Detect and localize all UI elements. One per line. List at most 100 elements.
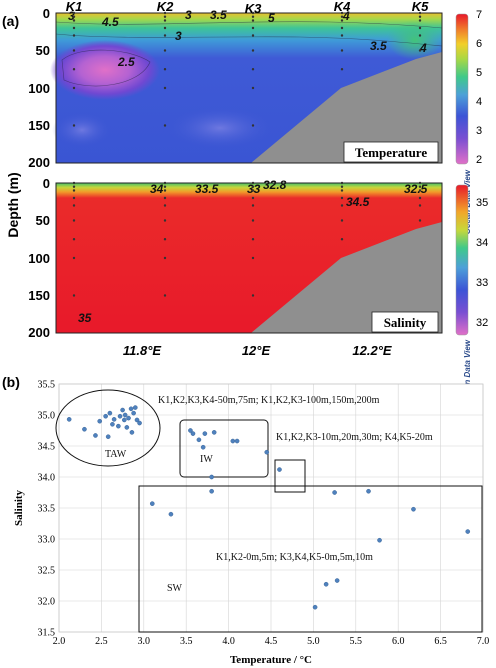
contour-label: 32.5	[404, 182, 428, 196]
y-tick-label: 50	[36, 213, 50, 228]
x-tick-label: 3.0	[138, 636, 151, 647]
station-sample-dot	[72, 86, 76, 90]
scatter-x-axis-title: Temperature / °C	[230, 654, 312, 666]
y-tick-label: 31.5	[38, 628, 56, 639]
y-tick-label: 33.5	[38, 504, 56, 515]
scatter-point	[126, 415, 131, 421]
station-sample-dot	[340, 34, 344, 37]
colorbar-tick: 32	[476, 317, 488, 329]
depth-axis-title: Depth (m)	[5, 172, 21, 237]
station-sample-dot	[163, 238, 167, 241]
station-sample-dot	[251, 256, 255, 260]
temperature-y-axis: 0 50 100 150 200	[28, 6, 50, 170]
contour-label: 34.5	[346, 195, 370, 209]
cold-core	[50, 40, 160, 100]
station-sample-dot	[251, 15, 255, 18]
station-label-k2: K2	[157, 0, 174, 14]
scatter-point	[190, 431, 196, 436]
contour-label: 33	[247, 182, 261, 196]
scatter-point	[134, 417, 140, 423]
iw-region-box	[179, 419, 269, 478]
scatter-point	[332, 490, 337, 495]
x-tick-label: 12°E	[242, 343, 271, 358]
station-sample-dot	[72, 256, 76, 260]
y-tick-label: 34.0	[38, 473, 56, 484]
scatter-point	[121, 417, 127, 423]
scatter-point	[107, 410, 113, 416]
scatter-point	[200, 444, 206, 450]
scatter-point	[128, 406, 134, 412]
station-label-k5: K5	[412, 0, 429, 14]
scatter-plot: 35.5 35.0 34.5 34.0 33.5 33.0 32.5 32.0 …	[13, 380, 489, 667]
scatter-point	[111, 417, 117, 422]
scatter-y-axis-title: Salinity	[13, 489, 25, 526]
station-sample-dot	[340, 181, 344, 185]
station-sample-dot	[163, 181, 167, 185]
y-tick-label: 35.5	[38, 380, 56, 391]
scatter-point	[196, 437, 202, 443]
station-label-k1: K1	[66, 0, 83, 14]
scatter-point	[122, 412, 128, 418]
station-sample-dot	[72, 11, 76, 15]
scatter-point	[116, 423, 121, 429]
y-tick-label: 33.0	[38, 535, 56, 546]
station-sample-dot	[251, 26, 255, 30]
x-tick-label: 11.8°E	[123, 343, 162, 358]
station-sample-dot	[72, 181, 76, 185]
station-sample-dot	[163, 189, 167, 192]
scatter-point	[277, 467, 282, 472]
scatter-point	[209, 488, 214, 494]
station-sample-dot	[340, 49, 344, 52]
y-tick-label: 32.5	[38, 566, 56, 577]
iw-sw-transition-box	[274, 459, 306, 493]
station-sample-dot	[163, 26, 167, 30]
y-tick-label: 200	[28, 155, 50, 170]
x-tick-label: 12.2°E	[352, 343, 392, 358]
contour-label: 3	[175, 29, 182, 43]
colorbar-tick: 6	[476, 38, 482, 50]
station-sample-dot	[340, 204, 344, 207]
salinity-frame	[55, 182, 443, 334]
scatter-point	[323, 581, 329, 587]
scatter-point	[93, 433, 98, 438]
scatter-point	[97, 418, 103, 424]
station-sample-dot	[163, 86, 167, 90]
station-sample-dot	[418, 34, 422, 37]
taw-label: TAW	[105, 449, 127, 460]
station-sample-dot	[163, 185, 167, 188]
station-sample-dot	[72, 204, 76, 207]
scatter-point	[168, 511, 174, 517]
scatter-point	[209, 474, 214, 480]
station-sample-dot	[340, 68, 344, 71]
station-sample-dot	[418, 181, 422, 185]
station-sample-dot	[163, 256, 167, 260]
station-sample-dot	[72, 238, 76, 241]
colorbar-tick: 5	[476, 67, 482, 79]
x-tick-label: 3.5	[180, 636, 193, 647]
station-sample-dot	[418, 196, 422, 200]
contour-label: 4	[419, 41, 427, 55]
contour-label: 3	[185, 8, 192, 22]
contour-label: 5	[268, 11, 275, 25]
salinity-title-box	[371, 311, 439, 333]
station-sample-dot	[251, 124, 255, 127]
colorbar-tick: 7	[476, 9, 482, 21]
salinity-y-axis: 0 50 100 150 200	[28, 176, 50, 340]
y-tick-label: 100	[28, 251, 50, 266]
salinity-land	[251, 222, 442, 333]
colorbar-tick: 4	[476, 96, 482, 108]
station-sample-dot	[251, 185, 255, 188]
station-sample-dot	[251, 68, 255, 71]
y-tick-label: 100	[28, 81, 50, 96]
scatter-point	[105, 434, 111, 440]
station-sample-dot	[163, 196, 167, 200]
y-tick-label: 50	[36, 43, 50, 58]
station-sample-dot	[340, 26, 344, 30]
taw-annotation: K1,K2,K3,K4-50m,75m; K1,K2,K3-100m,150m,…	[158, 395, 380, 406]
scatter-point	[124, 425, 130, 430]
temperature-land	[251, 52, 442, 163]
station-sample-dot	[340, 196, 344, 200]
station-sample-dot	[340, 185, 344, 188]
contour-label: 3	[68, 9, 75, 23]
